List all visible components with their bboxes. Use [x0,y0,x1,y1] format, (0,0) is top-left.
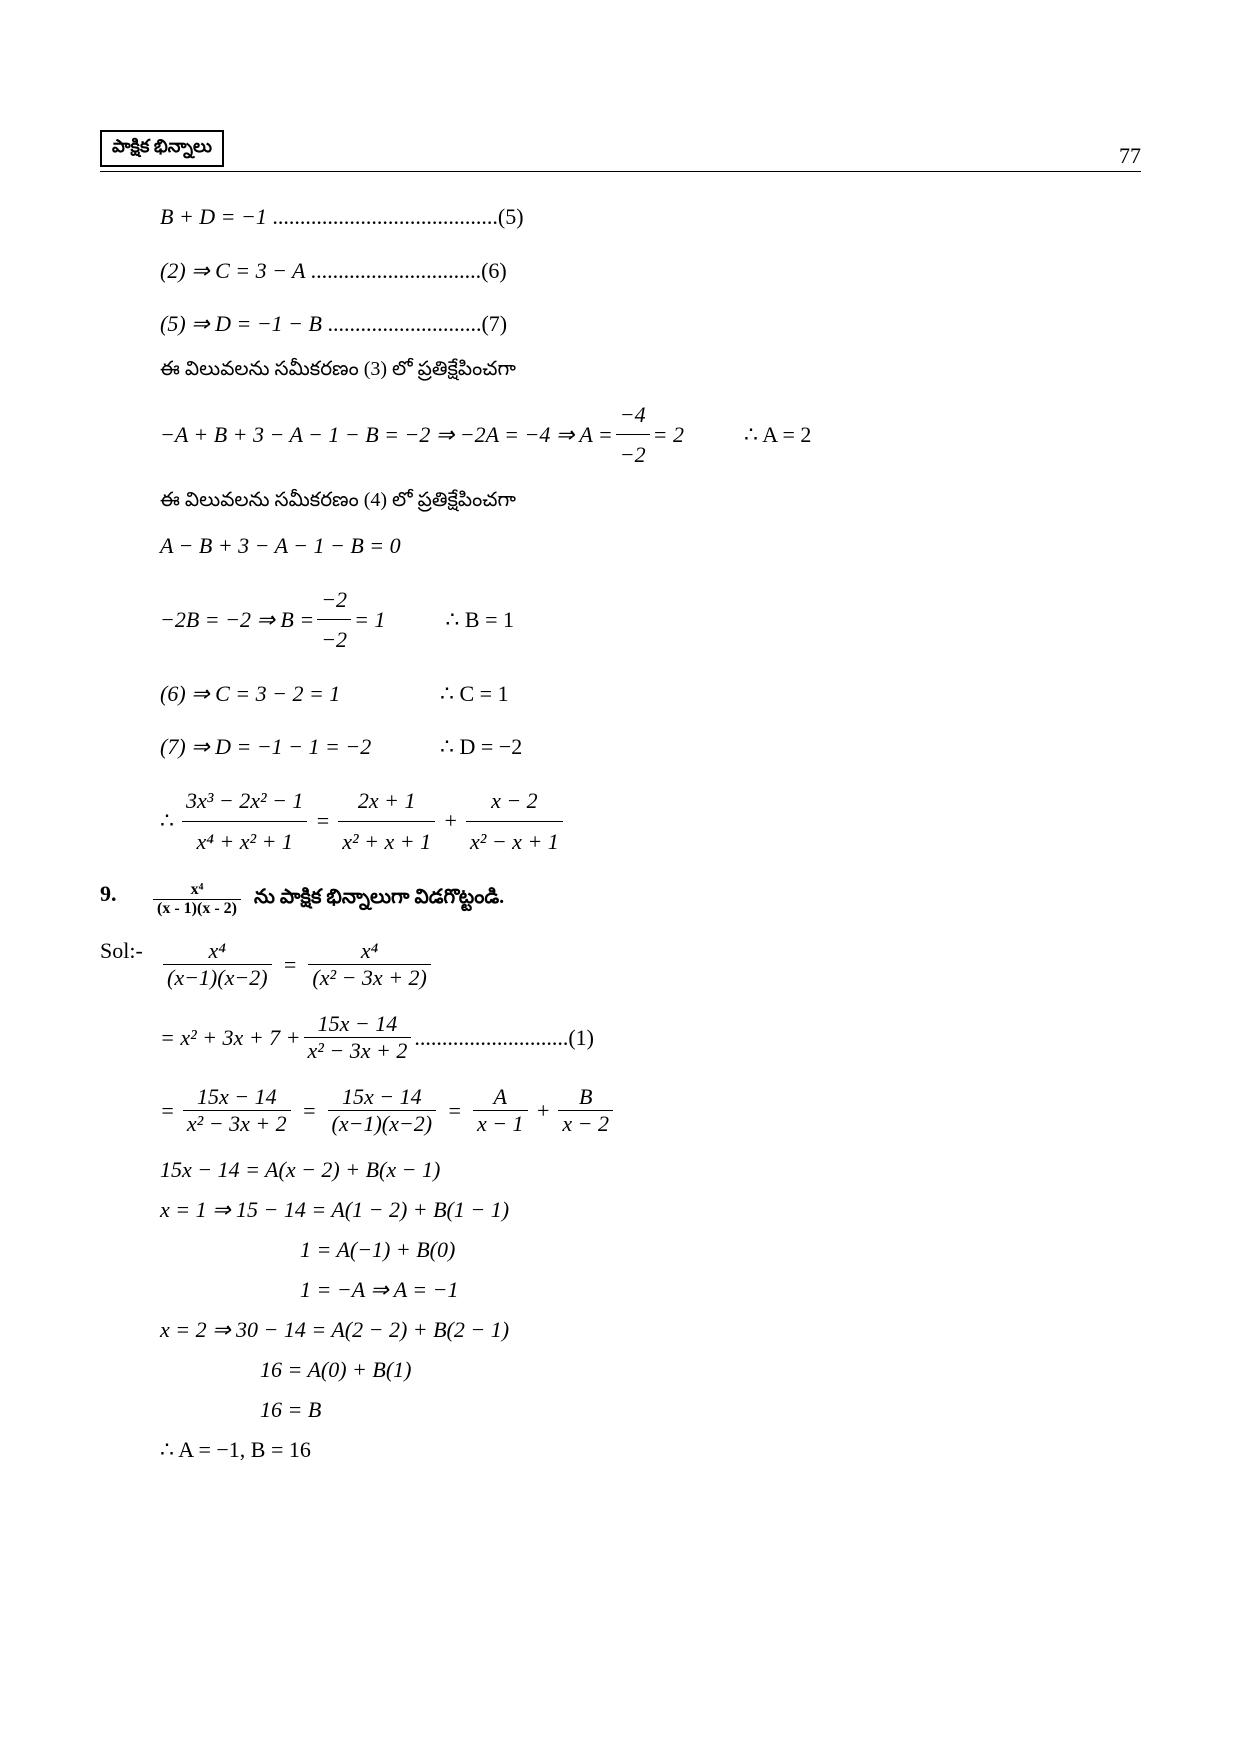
sol-step11: ∴ A = −1, B = 16 [160,1437,616,1463]
q9-text: ను పాక్షిక భిన్నాలుగా విడగొట్టండి. [254,886,504,913]
eq-a-calc: −A + B + 3 − A − 1 − B = −2 ⇒ −2A = −4 ⇒… [160,395,1141,475]
sol-step7: 1 = −A ⇒ A = −1 [300,1277,616,1303]
text-substitute-4: ఈ విలువలను సమీకరణం (4) లో ప్రతిక్షేపించగ… [160,489,1141,516]
eq-d: (7) ⇒ D = −1 − 1 = −2 ∴ D = −2 [160,727,1141,767]
eq6: (2) ⇒ C = 3 − A ........................… [160,251,1141,291]
header-rule: 77 [100,171,1141,172]
solution-row: Sol:- x⁴ (x−1)(x−2) = x⁴ (x² − 3x + 2) =… [100,938,1141,1477]
page-content: పాక్షిక భిన్నాలు 77 B + D = −1 .........… [0,0,1241,1547]
sol-label: Sol:- [100,938,160,1477]
page-number: 77 [1119,143,1141,169]
final-frac2: 2x + 1 x² + x + 1 [338,781,435,861]
eq7: (5) ⇒ D = −1 − B .......................… [160,304,1141,344]
sol-step3: = 15x − 14 x² − 3x + 2 = 15x − 14 (x−1)(… [160,1084,616,1137]
frac-b: −2 −2 [317,580,351,660]
final-frac3: x − 2 x² − x + 1 [466,781,563,861]
sol-step8: x = 2 ⇒ 30 − 14 = A(2 − 2) + B(2 − 1) [160,1317,616,1343]
eq5: B + D = −1 .............................… [160,197,1141,237]
sol-step10: 16 = B [260,1397,616,1423]
problem-9-header: 9. x⁴ (x - 1)(x - 2) ను పాక్షిక భిన్నాలు… [100,881,1141,918]
frac-a: −4 −2 [616,395,650,475]
q9-frac: x⁴ (x - 1)(x - 2) [153,881,241,918]
sol-step5: x = 1 ⇒ 15 − 14 = A(1 − 2) + B(1 − 1) [160,1197,616,1223]
sol-step4: 15x − 14 = A(x − 2) + B(x − 1) [160,1157,616,1183]
eq-c: (6) ⇒ C = 3 − 2 = 1 ∴ C = 1 [160,674,1141,714]
sol-step9: 16 = A(0) + B(1) [260,1357,616,1383]
eq-b1: A − B + 3 − A − 1 − B = 0 [160,526,1141,566]
page-header: పాక్షిక భిన్నాలు 77 [100,130,1141,172]
sol-step2: = x² + 3x + 7 + 15x − 14 x² − 3x + 2 ...… [160,1011,616,1064]
text-substitute-3: ఈ విలువలను సమీకరణం (3) లో ప్రతిక్షేపించగ… [160,358,1141,385]
sol-step1: x⁴ (x−1)(x−2) = x⁴ (x² − 3x + 2) [160,938,616,991]
chapter-title: పాక్షిక భిన్నాలు [100,130,224,167]
final-frac1: 3x³ − 2x² − 1 x⁴ + x² + 1 [182,781,307,861]
sol-step6: 1 = A(−1) + B(0) [300,1237,616,1263]
final-result: ∴ 3x³ − 2x² − 1 x⁴ + x² + 1 = 2x + 1 x² … [160,781,1141,861]
eq-b2: −2B = −2 ⇒ B = −2 −2 = 1 ∴ B = 1 [160,580,1141,660]
problem-number: 9. [100,881,150,918]
